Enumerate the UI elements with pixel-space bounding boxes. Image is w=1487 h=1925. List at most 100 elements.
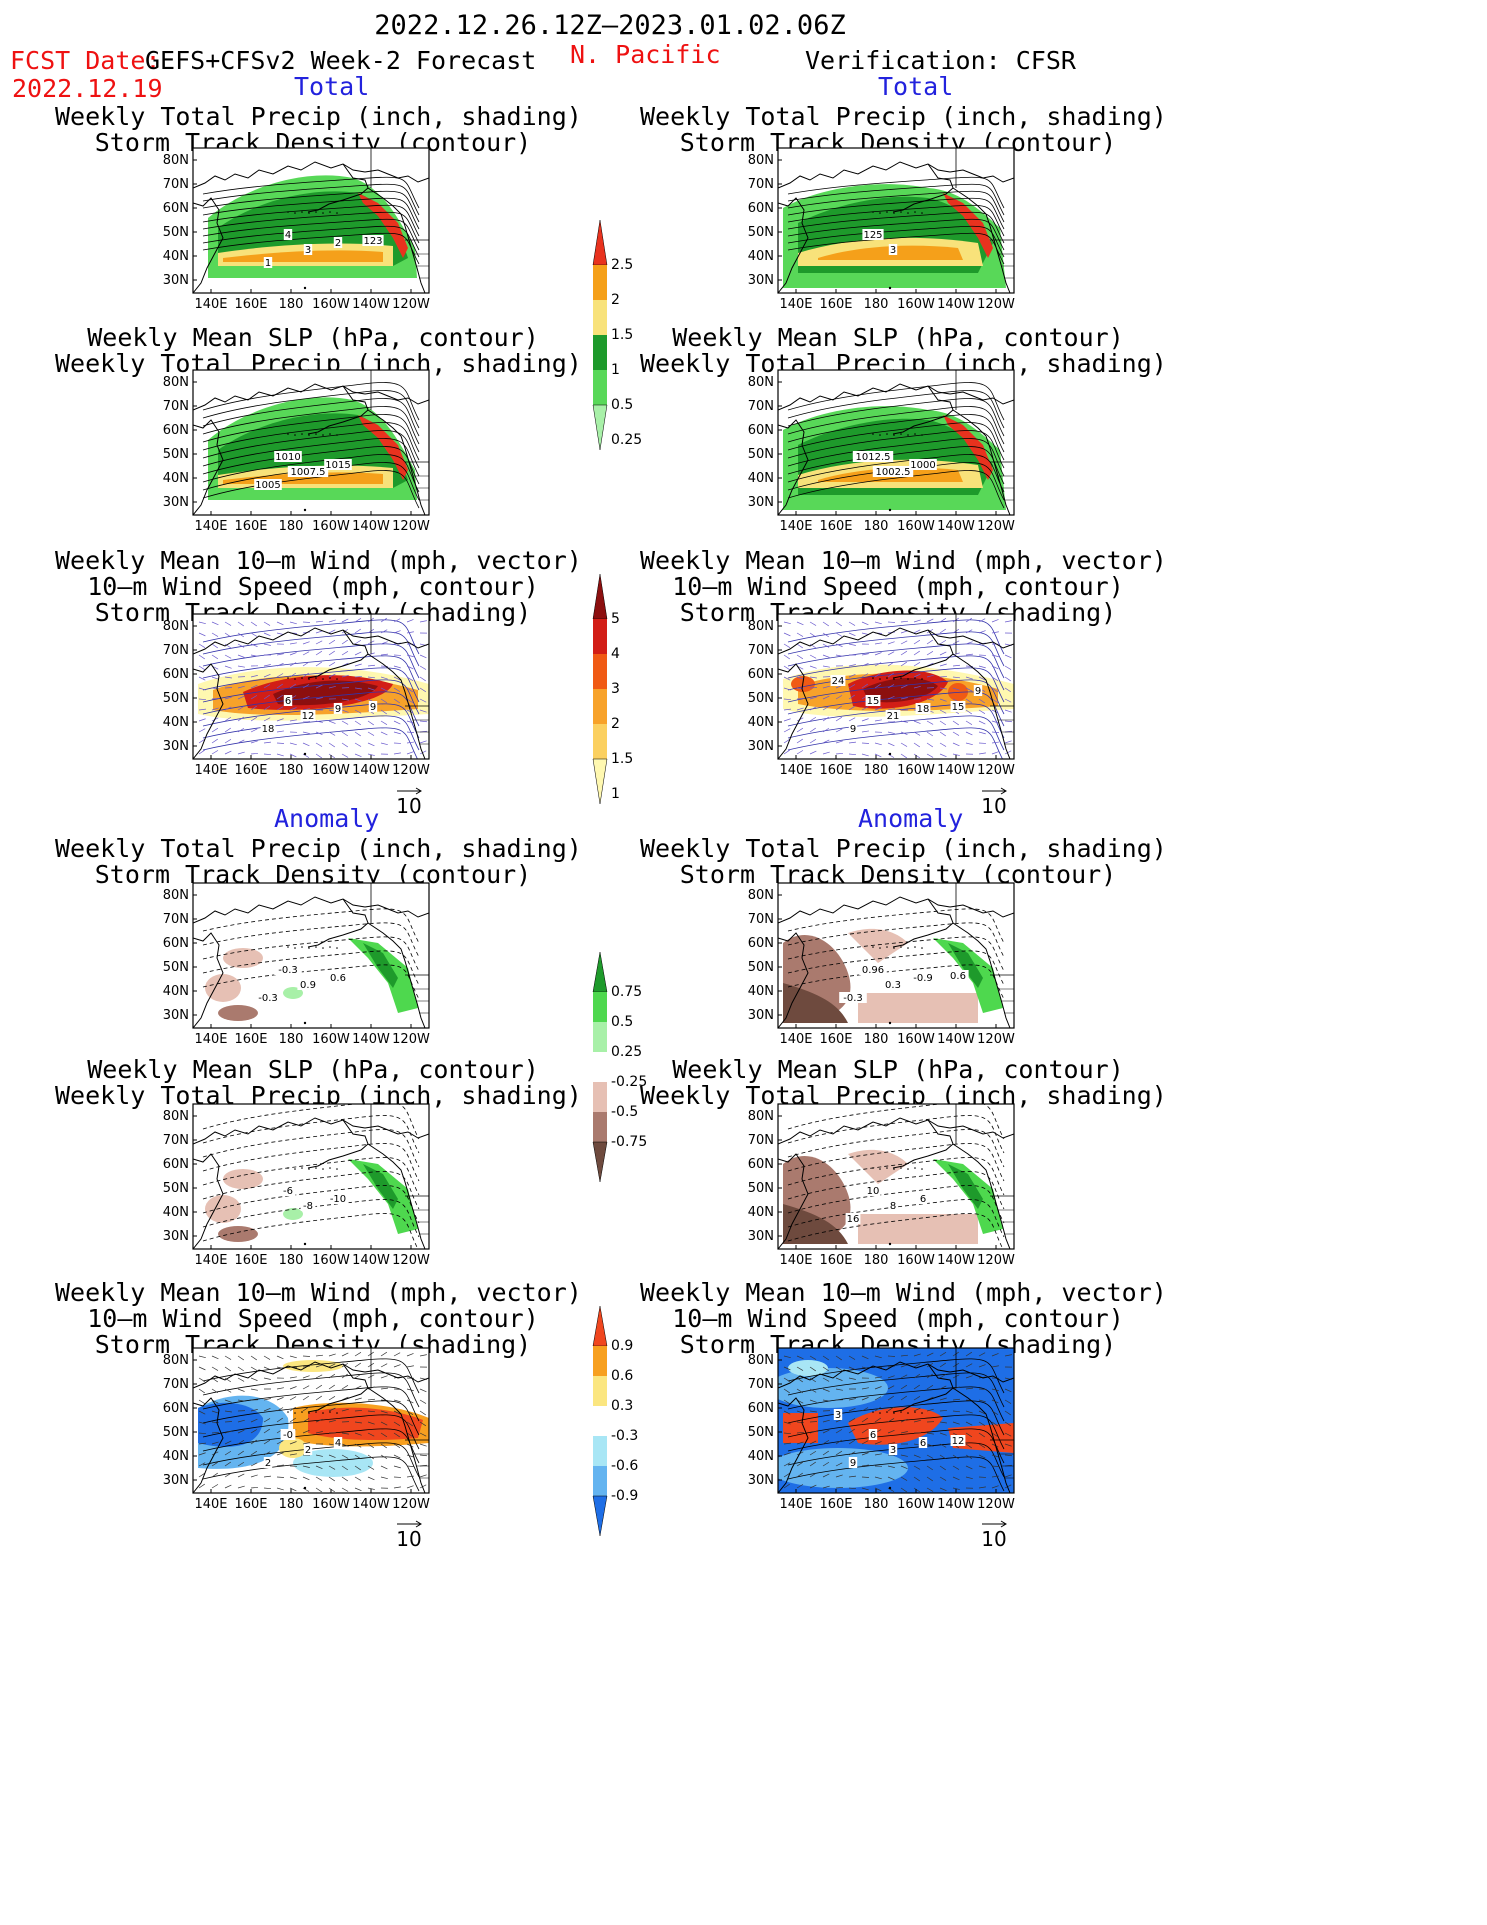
wind-vector (848, 694, 855, 700)
map-plot-area: 125 3 80N 70N 60N 50N 40N 30N 140E 160E 180 160W 140… (748, 147, 1015, 312)
colorbar-label: 2.5 (611, 257, 633, 273)
wind-vector (198, 1377, 206, 1382)
anom-precip-very-dry (783, 1204, 848, 1244)
aleutian-island (900, 946, 902, 948)
panel-title-line: Weekly Mean 10–m Wind (mph, vector) (640, 546, 1167, 575)
contour-label: 6 (920, 1438, 926, 1449)
wind-vector (198, 654, 205, 660)
wind-vector (874, 719, 882, 722)
lat-label: 40N (748, 984, 774, 999)
wind-vector (926, 1385, 934, 1390)
wind-vector (237, 751, 245, 755)
wind-vector (328, 639, 336, 645)
lon-label: 180 (279, 1032, 304, 1047)
wind-vector (302, 708, 310, 711)
wind-vector (1004, 1421, 1012, 1427)
colorbar-segment (593, 1022, 607, 1052)
lon-label: 120W (977, 519, 1015, 534)
lat-label: 60N (748, 936, 774, 951)
wind-vector (874, 707, 882, 711)
wind-vector (341, 1408, 349, 1412)
coastline-asia (193, 161, 366, 189)
wind-vector (926, 753, 934, 758)
wind-vector (900, 661, 907, 667)
wind-vector (926, 1443, 934, 1447)
wind-vector (1004, 1484, 1012, 1489)
contour-label-bg (852, 451, 894, 462)
wind-vector (887, 661, 895, 667)
storm-contour (787, 190, 1005, 223)
anom-precip-dry (223, 1169, 263, 1189)
wind-vector (224, 1410, 232, 1413)
lat-label: 30N (748, 1229, 774, 1244)
map-panel-forecast-6: -0 2 4 2 80N 70N 60N 50N 40N 30N 140E 160E 180 160W 14… (153, 1342, 433, 1521)
wind-vector (315, 697, 323, 700)
wind-vector (874, 1476, 882, 1480)
wind-vector (276, 753, 284, 757)
storm-contour (787, 232, 1005, 265)
wind-vector (224, 1355, 232, 1360)
lat-label: 80N (163, 1109, 189, 1124)
map-layers: 15 21 18 9 15 24 9 (778, 614, 1014, 759)
wind-vector (276, 706, 284, 711)
wind-vector (354, 698, 362, 702)
wind-vector (861, 653, 869, 656)
contour-label: -6 (283, 1186, 293, 1197)
map-panel-forecast-4: -0.3 0.9 0.6 -0.3 80N 70N 60N 50N 40N 30N 140E 160E… (153, 877, 433, 1056)
wind-vector (978, 698, 985, 704)
coastline-na-west (367, 653, 426, 759)
map-plot-area: 4 3 2 1 123 80N 70N 60N 50N 40N 30N 140E 160E 180 160W… (163, 147, 430, 312)
wind-vector (315, 1465, 323, 1470)
wind-vector (965, 1363, 973, 1368)
wind-vector (809, 1473, 817, 1478)
wind-vector (861, 1428, 869, 1434)
wind-vector (367, 1410, 375, 1413)
panel-title-left-6: Weekly Mean 10–m Wind (mph, vector) 10–m … (55, 1280, 582, 1358)
wind-vector (211, 750, 219, 755)
aleutian-island (921, 678, 923, 680)
wind-vector (991, 731, 1000, 733)
vector-reference-label: 10 (396, 794, 421, 818)
wind-vector (796, 1431, 805, 1434)
aleutian-island (287, 1411, 289, 1413)
wind-vector (861, 1452, 869, 1456)
hawaii-island (303, 286, 307, 290)
wind-vector (809, 739, 817, 744)
wind-vector (393, 720, 401, 725)
lat-label: 50N (748, 225, 774, 240)
anom-wind-contour (202, 1372, 420, 1408)
panel-title-line: 10–m Wind Speed (mph, contour) (672, 1304, 1124, 1333)
wind-vector (887, 708, 895, 711)
aleutian-island (879, 212, 881, 214)
wind-vector (822, 1377, 830, 1382)
wind-vector (224, 1430, 232, 1434)
lon-label: 160W (897, 1253, 935, 1268)
lon-label: 180 (279, 1497, 304, 1512)
wind-vector (809, 654, 817, 659)
wind-vector (211, 1472, 218, 1478)
contour-label-bg (830, 675, 846, 686)
wind-vector (939, 698, 947, 702)
wind-vector (926, 720, 934, 725)
aleutian-island (914, 433, 916, 435)
coastline-kamchatka (778, 932, 809, 1028)
coastline-arctic (364, 1125, 429, 1139)
wind-vector (965, 1454, 973, 1459)
storm-contour (202, 211, 420, 244)
wind-vector (900, 1487, 907, 1493)
wind-vector (887, 1355, 896, 1357)
contour-label: 21 (887, 711, 900, 722)
contour-label-bg (283, 695, 293, 706)
wind-vector (341, 1487, 349, 1492)
slp-contour (787, 422, 1005, 461)
panel-title-left-1: Weekly Total Precip (inch, shading) Storm… (55, 104, 582, 156)
wind-vector (861, 1417, 868, 1423)
coastline-arctic (364, 635, 429, 649)
wind-vector (939, 1352, 947, 1357)
aleutian-island (287, 677, 289, 679)
wind-vector (393, 630, 401, 634)
aleutian-island (921, 1168, 923, 1170)
anom-slp-contour (202, 1157, 420, 1196)
anom-slp-contour (787, 1104, 1005, 1140)
lon-label: 160E (234, 1032, 267, 1047)
